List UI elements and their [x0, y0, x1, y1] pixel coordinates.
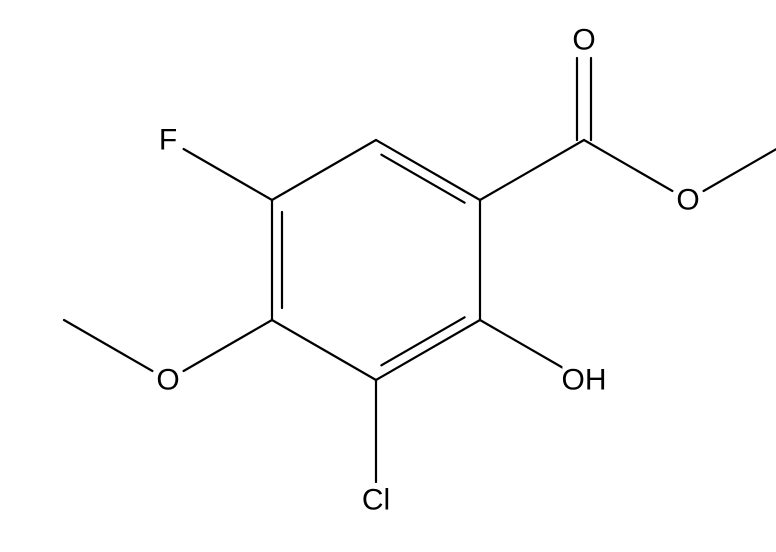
atom-label-f: F: [159, 124, 177, 157]
atom-label-o: O: [156, 364, 179, 397]
atom-label-cl: Cl: [362, 484, 390, 517]
atom-label-o: O: [572, 24, 595, 57]
atom-label-o: O: [676, 184, 699, 217]
atom-label-o: OH: [562, 364, 607, 397]
molecule-diagram: O O OH Cl O F: [0, 0, 776, 552]
